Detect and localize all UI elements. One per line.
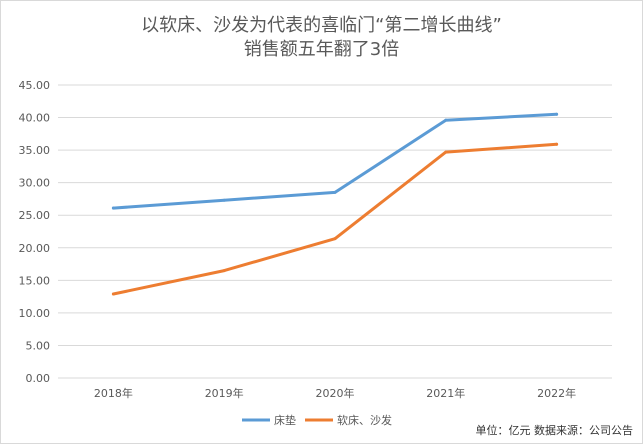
series-1-point-1 — [222, 269, 226, 273]
chart-title: 以软床、沙发为代表的喜临门“第二增长曲线” 销售额五年翻了3倍 — [0, 14, 643, 62]
series-0-point-2 — [333, 190, 337, 194]
series-1-point-2 — [333, 237, 337, 241]
y-tick-label-6: 30.00 — [19, 177, 51, 190]
chart-title-line-2: 销售额五年翻了3倍 — [243, 39, 400, 60]
y-tick-label-5: 25.00 — [19, 209, 51, 222]
series-line-1 — [111, 142, 559, 296]
x-tick-label-3: 2021年 — [426, 386, 465, 400]
x-tick-label-2: 2020年 — [316, 386, 355, 400]
y-tick-label-1: 5.00 — [26, 339, 51, 352]
series-1-point-0 — [111, 292, 115, 296]
series-0-point-3 — [444, 118, 448, 122]
series-lines — [111, 112, 559, 296]
y-axis-labels: 0.00 5.00 10.00 15.00 20.00 25.00 30.00 35.00 40… — [19, 79, 51, 385]
chart-title-line-1: 以软床、沙发为代表的喜临门“第二增长曲线” — [141, 15, 502, 36]
legend-label-0: 床垫 — [274, 413, 296, 427]
series-line-0 — [111, 112, 559, 210]
legend-label-1: 软床、沙发 — [337, 413, 392, 427]
series-1-point-4 — [555, 142, 559, 146]
legend: 床垫 软床、沙发 — [242, 413, 392, 427]
x-tick-label-0: 2018年 — [94, 386, 133, 400]
y-tick-label-4: 20.00 — [19, 242, 51, 255]
source-note: 单位：亿元 数据来源：公司公告 — [475, 424, 634, 437]
grid-lines — [58, 84, 612, 379]
y-tick-label-0: 0.00 — [26, 372, 51, 385]
y-tick-label-3: 15.00 — [19, 274, 51, 287]
y-tick-label-8: 40.00 — [19, 112, 51, 125]
x-tick-label-1: 2019年 — [205, 386, 244, 400]
x-tick-label-4: 2022年 — [537, 386, 576, 400]
y-tick-label-2: 10.00 — [19, 307, 51, 320]
x-axis-labels: 2018年 2019年 2020年 2021年 2022年 — [94, 386, 576, 400]
y-tick-label-7: 35.00 — [19, 144, 51, 157]
series-0-point-4 — [555, 112, 559, 116]
series-1-point-3 — [444, 150, 448, 154]
series-0-point-1 — [222, 198, 226, 202]
series-0-point-0 — [111, 206, 115, 210]
y-tick-label-9: 45.00 — [19, 79, 51, 92]
